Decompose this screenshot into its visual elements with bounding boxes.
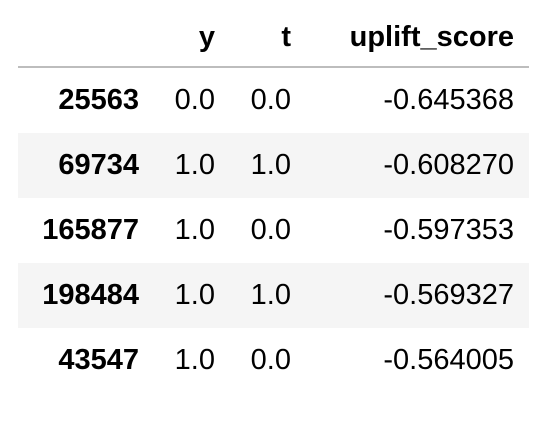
table-row: 43547 1.0 0.0 -0.564005 xyxy=(18,328,529,393)
table-row: 25563 0.0 0.0 -0.645368 xyxy=(18,67,529,133)
table-header: y t uplift_score xyxy=(18,14,529,68)
table-row: 69734 1.0 1.0 -0.608270 xyxy=(18,133,529,198)
cell-y: 0.0 xyxy=(174,84,215,116)
dataframe-output: y t uplift_score 25563 0.0 0.0 -0.645368… xyxy=(18,14,529,393)
table-body: 25563 0.0 0.0 -0.645368 69734 1.0 1.0 -0… xyxy=(18,67,529,393)
column-header-t: t xyxy=(230,14,306,68)
table-row: 198484 1.0 1.0 -0.569327 xyxy=(18,263,529,328)
cell-t: 1.0 xyxy=(250,149,291,181)
row-index: 198484 xyxy=(42,279,139,311)
cell-t: 1.0 xyxy=(250,279,291,311)
row-index: 25563 xyxy=(58,84,139,116)
cell-uplift-score: -0.608270 xyxy=(383,149,514,181)
header-row: y t uplift_score xyxy=(18,14,529,68)
row-index: 165877 xyxy=(42,214,139,246)
cell-y: 1.0 xyxy=(174,344,215,376)
row-index: 43547 xyxy=(58,344,139,376)
cell-t: 0.0 xyxy=(250,84,291,116)
cell-uplift-score: -0.597353 xyxy=(383,214,514,246)
dataframe-table: y t uplift_score 25563 0.0 0.0 -0.645368… xyxy=(18,14,529,393)
cell-t: 0.0 xyxy=(250,214,291,246)
cell-t: 0.0 xyxy=(250,344,291,376)
cell-y: 1.0 xyxy=(174,149,215,181)
index-header xyxy=(18,14,154,68)
column-header-y: y xyxy=(154,14,230,68)
column-header-uplift-score: uplift_score xyxy=(306,14,529,68)
table-row: 165877 1.0 0.0 -0.597353 xyxy=(18,198,529,263)
cell-y: 1.0 xyxy=(174,279,215,311)
cell-y: 1.0 xyxy=(174,214,215,246)
row-index: 69734 xyxy=(58,149,139,181)
cell-uplift-score: -0.569327 xyxy=(383,279,514,311)
cell-uplift-score: -0.564005 xyxy=(383,344,514,376)
cell-uplift-score: -0.645368 xyxy=(383,84,514,116)
